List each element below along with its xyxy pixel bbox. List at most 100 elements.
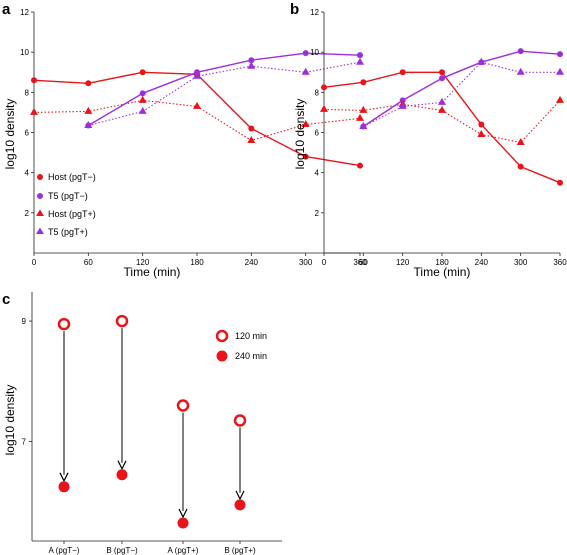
y-tick-label: 12	[20, 8, 29, 17]
panel-b-label: b	[290, 1, 299, 18]
panel-c-markers	[57, 314, 247, 529]
y-tick-label: 12	[310, 8, 319, 17]
data-point-host-pgtplus	[356, 113, 364, 121]
legend-label-t5-pgt-minus: T5 (pgT−)	[48, 191, 88, 201]
data-point-t5-pgtplus	[516, 67, 525, 75]
arrow-head-a-pgtplus	[178, 508, 188, 519]
panel-c-arrows	[59, 328, 245, 519]
data-point-host-pgtminus	[517, 163, 524, 170]
x-tick-label: 360	[353, 258, 367, 267]
panel-c-y-axis-title: log10 density	[3, 385, 17, 456]
legend-marker-host-pgt-minus	[37, 174, 43, 180]
y-tick-label: 8	[25, 88, 30, 97]
data-point-host-pgtminus	[399, 69, 406, 76]
legend-entry-120-min: 120 min	[215, 329, 267, 343]
data-point-120-min	[233, 414, 247, 427]
data-point-host-pgtplus	[477, 130, 486, 137]
data-point-host-pgtplus	[193, 101, 201, 109]
series-line-t5-pgtminus	[362, 50, 561, 128]
x-tick-label: 0	[32, 258, 37, 267]
x-tick-label: 60	[84, 258, 93, 267]
data-point-t5-pgtminus	[439, 75, 445, 82]
panel-c-label: c	[2, 291, 10, 308]
y-tick-label: 7	[22, 438, 27, 447]
series-line-t5-pgtplus	[88, 61, 361, 127]
series-line-host-pgtminus	[33, 71, 361, 167]
y-tick-label: 10	[20, 48, 29, 57]
y-tick-label: 9	[22, 317, 27, 326]
data-point-host-pgtplus	[438, 105, 446, 113]
data-point-host-pgtminus	[302, 153, 309, 160]
panel-a-markers	[30, 50, 364, 169]
data-point-host-pgtplus	[301, 120, 310, 127]
legend-label-120-min: 120 min	[235, 331, 267, 341]
panel-a-legend: Host (pgT−) T5 (pgT−) Host (pgT+) T5 (pg…	[36, 172, 96, 237]
data-point-host-pgtplus	[359, 105, 368, 113]
legend-entry-host-pgt-minus: Host (pgT−)	[37, 172, 96, 182]
data-point-t5-pgtminus	[302, 50, 309, 57]
y-tick-label: 4	[25, 169, 30, 178]
y-tick-label: 4	[315, 169, 320, 178]
legend-entry-t5-pgt-plus: T5 (pgT+)	[36, 227, 88, 237]
data-point-host-pgtplus	[320, 104, 328, 112]
data-point-240-min	[177, 517, 189, 529]
panel-a-x-axis-title: Time (min)	[124, 265, 181, 279]
data-point-t5-pgtplus	[359, 122, 368, 129]
data-point-host-pgtminus	[139, 69, 146, 76]
arrow-head-b-pgtminus	[117, 460, 127, 471]
panel-b-y-axis-title: log10 density	[293, 99, 307, 170]
data-point-t5-pgtplus	[356, 57, 364, 65]
y-tick-label: 6	[25, 129, 30, 138]
data-point-120-min	[115, 314, 129, 328]
data-point-240-min	[234, 499, 246, 511]
data-point-host-pgtminus	[248, 125, 255, 132]
panel-b-markers	[320, 48, 564, 186]
legend-marker-host-pgt-plus	[36, 209, 44, 216]
data-point-t5-pgtplus	[193, 71, 201, 79]
x-tick-label: 180	[190, 258, 204, 267]
arrow-head-a-pgtminus	[59, 472, 69, 483]
data-point-120-min	[57, 317, 71, 331]
x-tick-label: 60	[359, 258, 368, 267]
data-point-t5-pgtplus	[84, 121, 93, 128]
category-label-b-pgtminus: B (pgT−)	[106, 546, 138, 555]
data-point-host-pgtplus	[516, 138, 525, 145]
legend-marker-t5-pgt-plus	[36, 227, 44, 234]
data-point-t5-pgtminus	[557, 51, 563, 58]
data-point-host-pgtminus	[557, 179, 563, 186]
data-point-240-min	[58, 481, 70, 493]
data-point-host-pgtplus	[84, 106, 93, 114]
data-point-host-pgtminus	[85, 80, 92, 87]
data-point-t5-pgtplus	[477, 57, 486, 65]
x-tick-label: 300	[514, 258, 528, 267]
y-tick-label: 2	[25, 209, 30, 218]
data-point-host-pgtplus	[247, 136, 256, 143]
data-point-host-pgtplus	[556, 95, 564, 103]
x-tick-label: 120	[136, 258, 150, 267]
data-point-t5-pgtplus	[301, 67, 310, 75]
legend-marker-240-min	[216, 350, 228, 362]
panel-a-y-axis-title: log10 density	[3, 99, 17, 170]
legend-label-host-pgt-minus: Host (pgT−)	[48, 172, 96, 182]
y-tick-label: 2	[315, 209, 320, 218]
data-point-t5-pgtplus	[138, 106, 147, 114]
legend-entry-t5-pgt-minus: T5 (pgT−)	[37, 191, 88, 201]
data-point-t5-pgtplus	[398, 101, 407, 109]
data-point-host-pgtminus	[31, 77, 37, 84]
data-point-t5-pgtminus	[139, 90, 146, 97]
legend-label-240-min: 240 min	[235, 351, 267, 361]
x-tick-label: 180	[435, 258, 449, 267]
y-tick-label: 6	[315, 129, 320, 138]
y-tick-label: 10	[310, 48, 319, 57]
data-point-host-pgtminus	[439, 69, 445, 76]
data-point-240-min	[116, 469, 128, 481]
x-tick-label: 0	[322, 258, 327, 267]
category-label-a-pgtminus: A (pgT−)	[49, 546, 80, 555]
data-point-t5-pgtminus	[357, 52, 363, 59]
legend-marker-120-min	[215, 329, 229, 343]
data-point-host-pgtplus	[30, 107, 38, 115]
